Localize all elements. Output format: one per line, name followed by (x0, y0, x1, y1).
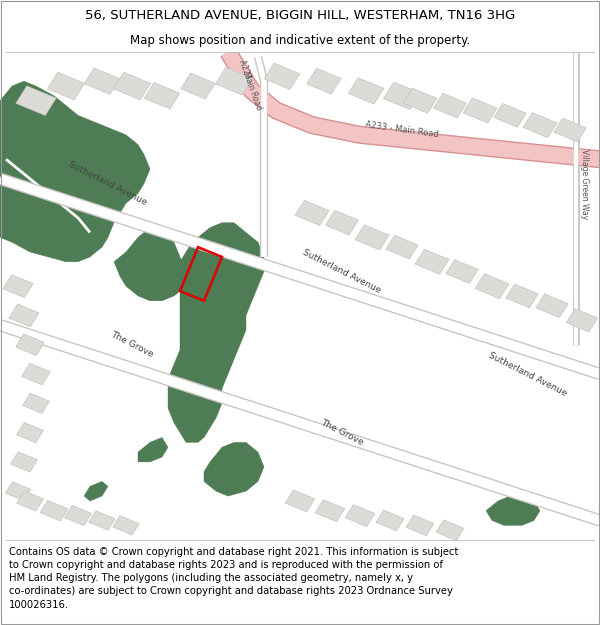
Polygon shape (0, 81, 150, 262)
Polygon shape (446, 260, 478, 283)
Polygon shape (47, 72, 85, 100)
Text: 56, SUTHERLAND AVENUE, BIGGIN HILL, WESTERHAM, TN16 3HG: 56, SUTHERLAND AVENUE, BIGGIN HILL, WEST… (85, 9, 515, 22)
Polygon shape (22, 363, 50, 385)
Polygon shape (376, 510, 404, 531)
Polygon shape (5, 482, 31, 501)
Polygon shape (89, 511, 115, 530)
Text: Sutherland Avenue: Sutherland Avenue (301, 248, 383, 295)
Polygon shape (536, 294, 568, 318)
Polygon shape (114, 228, 186, 301)
Polygon shape (144, 82, 180, 109)
Polygon shape (138, 438, 168, 462)
Polygon shape (406, 515, 434, 536)
Polygon shape (383, 82, 421, 109)
Polygon shape (11, 452, 37, 472)
Polygon shape (215, 68, 253, 95)
Polygon shape (566, 309, 598, 332)
Polygon shape (523, 112, 557, 138)
Polygon shape (463, 98, 497, 123)
Text: The Grove: The Grove (109, 330, 155, 359)
Text: Main Road: Main Road (241, 71, 263, 111)
Polygon shape (348, 78, 384, 104)
Text: Sutherland Avenue: Sutherland Avenue (487, 351, 569, 398)
Polygon shape (285, 490, 315, 512)
Text: Sutherland Avenue: Sutherland Avenue (67, 160, 149, 208)
Polygon shape (9, 304, 39, 327)
Polygon shape (295, 201, 329, 226)
Polygon shape (506, 284, 538, 308)
Polygon shape (403, 88, 437, 113)
Polygon shape (17, 422, 43, 442)
Polygon shape (168, 222, 264, 442)
Polygon shape (264, 63, 300, 89)
Polygon shape (415, 249, 449, 274)
Polygon shape (386, 235, 418, 259)
Polygon shape (3, 275, 33, 298)
Polygon shape (486, 496, 540, 526)
Polygon shape (355, 225, 389, 250)
Polygon shape (307, 68, 341, 94)
Polygon shape (113, 72, 151, 100)
Text: Village Green Way: Village Green Way (580, 149, 589, 219)
Polygon shape (65, 506, 91, 526)
Polygon shape (17, 491, 43, 511)
Polygon shape (436, 520, 464, 541)
Text: The Grove: The Grove (319, 418, 365, 447)
Polygon shape (181, 73, 215, 99)
Polygon shape (40, 501, 68, 521)
Text: A223 -: A223 - (238, 58, 254, 84)
Polygon shape (113, 516, 139, 535)
Polygon shape (326, 211, 358, 235)
Polygon shape (84, 481, 108, 501)
Text: Contains OS data © Crown copyright and database right 2021. This information is : Contains OS data © Crown copyright and d… (9, 547, 458, 609)
Polygon shape (494, 104, 526, 127)
Polygon shape (204, 442, 264, 496)
Polygon shape (84, 68, 120, 94)
Polygon shape (345, 504, 375, 526)
Text: A233 - Main Road: A233 - Main Road (365, 121, 439, 139)
Text: Map shows position and indicative extent of the property.: Map shows position and indicative extent… (130, 34, 470, 47)
Polygon shape (434, 93, 466, 118)
Polygon shape (23, 393, 49, 413)
Polygon shape (16, 334, 44, 356)
Polygon shape (475, 274, 509, 299)
Polygon shape (554, 118, 586, 142)
Polygon shape (16, 86, 56, 116)
Polygon shape (315, 500, 345, 522)
